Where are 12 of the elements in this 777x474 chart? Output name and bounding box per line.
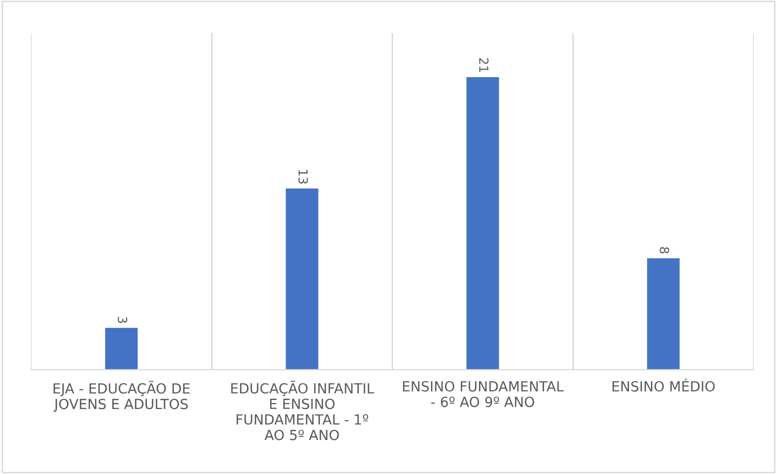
data-label: 3	[118, 316, 128, 323]
x-tick-label: EDUCAÇÃO INFANTIL E ENSINO FUNDAMENTAL - 1º AO 5º ANO	[231, 380, 374, 440]
bar	[286, 188, 318, 370]
data-label: 13	[298, 170, 308, 184]
x-tick-label: ENSINO FUNDAMENTAL - 6º AO 9º ANO	[403, 381, 564, 408]
data-label: 21	[479, 58, 489, 72]
bar	[105, 328, 138, 370]
bar	[466, 77, 499, 370]
x-tick-label: EJA - EDUCAÇÃO DE JOVENS E ADULTOS	[54, 380, 190, 412]
bar	[647, 258, 680, 370]
data-label: 8	[660, 247, 670, 254]
x-tick-label: ENSINO MÉDIO	[612, 378, 715, 392]
